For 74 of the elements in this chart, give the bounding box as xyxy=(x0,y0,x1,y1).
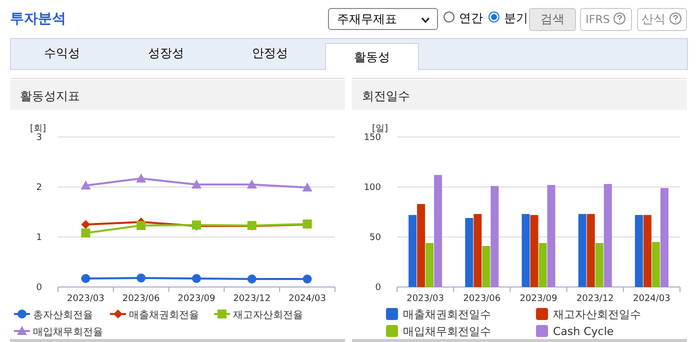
point xyxy=(81,274,90,283)
text: 주재무제표 xyxy=(328,8,438,30)
x-tick-label: 2023/12 xyxy=(233,294,271,304)
y-tick-label: 150 xyxy=(364,133,382,143)
x-tick-label: 2023/09 xyxy=(178,294,216,304)
bar xyxy=(660,188,668,287)
text: IFRS xyxy=(580,8,632,31)
x-tick-label: 2023/03 xyxy=(406,294,444,304)
text: 투자분석 xyxy=(10,10,66,28)
y-tick-label: 1 xyxy=(36,233,42,243)
y-tick-label: 3 xyxy=(36,133,42,143)
text: 성장성 xyxy=(147,45,185,62)
point xyxy=(302,274,312,284)
bar xyxy=(417,204,426,287)
bar xyxy=(408,215,417,287)
x-tick-label: 2023/06 xyxy=(463,294,501,304)
point xyxy=(81,220,90,229)
point xyxy=(136,221,146,230)
point xyxy=(192,180,202,188)
legend-label: 재고자산회전율 xyxy=(233,310,303,321)
chart-title: 활동성지표 xyxy=(20,89,80,103)
legend-label: 매출채권회전일수 xyxy=(403,308,491,321)
bar xyxy=(586,214,595,287)
y-tick-label: 2 xyxy=(36,183,42,193)
bar xyxy=(604,184,612,287)
point xyxy=(136,274,146,282)
y-axis-title: [일] xyxy=(372,124,388,134)
bar xyxy=(530,215,538,287)
legend-label: Cash Cycle xyxy=(553,325,614,338)
bar xyxy=(652,242,660,287)
legend-label: 총자산회전율 xyxy=(33,310,93,321)
bar xyxy=(634,215,643,287)
x-tick-label: 2024/03 xyxy=(288,294,326,304)
bar xyxy=(482,246,490,287)
bar xyxy=(434,175,442,287)
bar xyxy=(578,214,586,287)
text: 활동성 xyxy=(325,43,419,70)
bar xyxy=(538,243,547,287)
point xyxy=(81,228,90,238)
point xyxy=(80,180,91,190)
text: 안정성 xyxy=(251,45,289,62)
bar xyxy=(595,243,604,287)
bar xyxy=(474,214,482,287)
bar xyxy=(465,218,474,287)
legend-label: 재고자산회전일수 xyxy=(553,308,641,321)
chart-title: 회전일수 xyxy=(362,89,410,103)
point xyxy=(136,174,146,182)
point xyxy=(192,274,201,283)
x-tick-label: 2023/03 xyxy=(67,294,104,304)
legend-label: 매출채권회전율 xyxy=(129,310,199,321)
legend-label: 매입채무회전율 xyxy=(33,327,103,338)
legend-label: 매입채무회전일수 xyxy=(403,325,491,338)
y-tick-label: 100 xyxy=(364,183,382,193)
y-tick-label: 0 xyxy=(375,283,382,293)
x-tick-label: 2023/12 xyxy=(576,294,614,304)
x-tick-label: 2023/06 xyxy=(122,294,160,304)
x-tick-label: 2023/09 xyxy=(520,294,558,304)
text: 분기 xyxy=(502,10,528,27)
point xyxy=(302,182,312,192)
text: 연간 xyxy=(458,10,483,27)
point xyxy=(246,180,257,188)
y-tick-label: 0 xyxy=(36,283,42,293)
bar xyxy=(522,214,530,287)
text: 산식 xyxy=(637,8,687,31)
bar xyxy=(490,186,499,287)
y-tick-label: 50 xyxy=(370,233,382,243)
text: 검색 xyxy=(529,8,576,31)
point xyxy=(247,274,256,284)
text: 수익성 xyxy=(43,45,81,62)
bar xyxy=(643,215,652,287)
bar xyxy=(426,243,434,287)
bar xyxy=(547,185,556,287)
x-tick-label: 2024/03 xyxy=(633,294,670,304)
y-axis-title: [회] xyxy=(30,124,46,134)
